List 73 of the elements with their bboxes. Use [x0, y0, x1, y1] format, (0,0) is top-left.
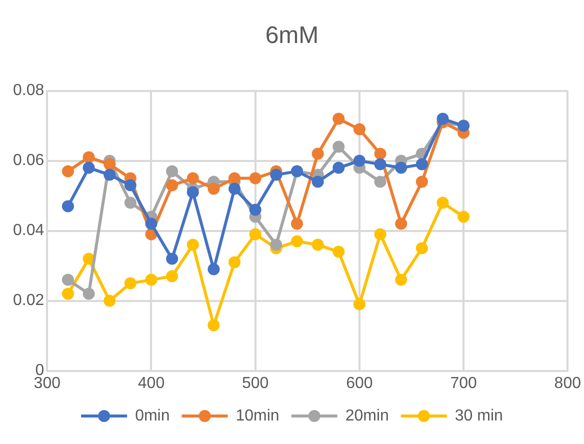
y-tick-label: 0.02: [13, 292, 44, 310]
point: [208, 263, 220, 276]
point: [145, 218, 158, 230]
x-tick-label: 700: [450, 374, 477, 392]
x-tick-label: 800: [554, 374, 582, 392]
point: [312, 176, 324, 188]
point: [436, 196, 449, 209]
point: [62, 165, 74, 178]
point: [82, 151, 95, 164]
point: [62, 288, 74, 300]
point: [374, 176, 386, 188]
x-tick-label: 600: [346, 374, 373, 392]
point: [249, 172, 262, 184]
point: [290, 218, 303, 230]
point: [186, 172, 199, 184]
legend-label: 30 min: [454, 407, 503, 424]
point: [166, 252, 178, 265]
x-tick-label: 500: [242, 374, 269, 392]
point: [374, 148, 386, 160]
point: [290, 235, 303, 248]
point: [166, 165, 178, 178]
point: [166, 179, 178, 192]
point: [436, 112, 449, 125]
point: [104, 158, 116, 170]
point: [353, 298, 366, 310]
point: [353, 154, 366, 167]
point: [228, 256, 241, 268]
chart-title: 6mM: [265, 22, 319, 50]
point: [332, 112, 345, 125]
point: [374, 228, 386, 240]
point: [82, 288, 95, 300]
point: [104, 294, 116, 307]
point: [228, 172, 241, 184]
point: [208, 319, 220, 332]
point: [186, 186, 199, 198]
point: [62, 200, 74, 212]
point: [104, 168, 116, 181]
point: [62, 274, 74, 286]
point: [166, 270, 178, 282]
point: [186, 238, 199, 251]
point: [312, 148, 324, 160]
point: [82, 162, 95, 174]
legend-label: 0min: [135, 407, 170, 424]
point: [395, 218, 408, 230]
point: [312, 238, 324, 251]
x-tick-label: 300: [34, 374, 61, 392]
x-tick-label: 400: [138, 374, 165, 392]
point: [374, 158, 386, 170]
point: [145, 274, 158, 286]
point: [416, 158, 428, 170]
point: [270, 168, 282, 181]
point: [208, 182, 220, 195]
y-tick-label: 0.04: [13, 222, 44, 240]
point: [332, 246, 345, 258]
point: [249, 228, 262, 240]
point: [416, 176, 428, 188]
point: [124, 179, 136, 192]
point: [270, 238, 282, 251]
y-tick-label: 0.08: [13, 82, 44, 100]
point: [124, 196, 136, 209]
y-tick-label: 0.06: [13, 152, 44, 170]
point: [353, 123, 366, 136]
point: [249, 204, 262, 216]
legend-label: 10min: [236, 407, 280, 424]
point: [458, 210, 470, 223]
point: [395, 274, 408, 286]
point: [395, 162, 408, 174]
point: [124, 277, 136, 290]
point: [332, 140, 345, 153]
legend-label: 20min: [345, 407, 389, 424]
point: [416, 242, 428, 254]
point: [228, 182, 241, 195]
point: [332, 162, 345, 174]
